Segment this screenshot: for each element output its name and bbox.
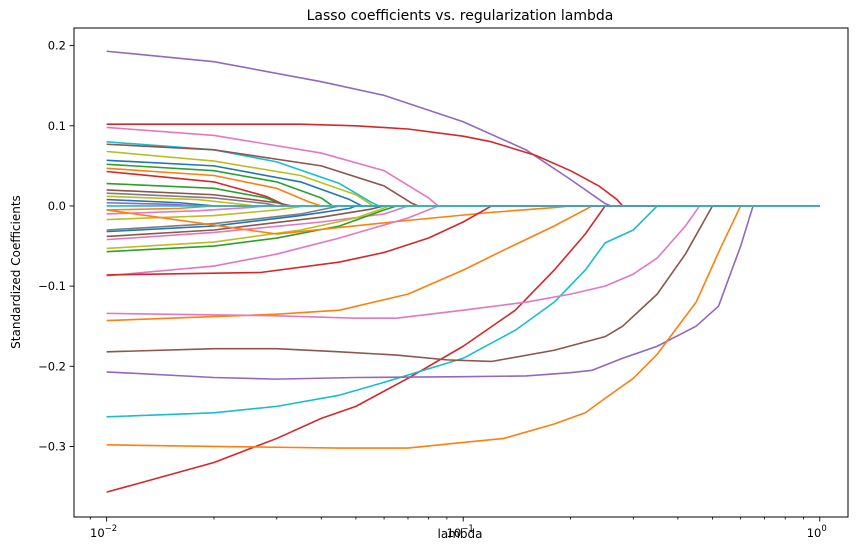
series-line-19 xyxy=(106,205,820,221)
plot-frame xyxy=(73,27,849,518)
x-axis-label: lambda xyxy=(438,527,483,541)
series-line-18 xyxy=(106,205,820,215)
y-tick-label-1: 0.2 xyxy=(48,39,66,53)
series-line-1 xyxy=(106,50,820,207)
y-tick-label-5: −0.2 xyxy=(38,359,66,373)
series-line-7 xyxy=(106,159,820,207)
series-line-33 xyxy=(106,205,820,363)
series-line-8 xyxy=(106,163,820,207)
series-line-29 xyxy=(106,205,820,276)
series-line-32 xyxy=(106,205,820,319)
series-line-25 xyxy=(106,205,820,250)
y-tick-label-2: 0.1 xyxy=(48,119,66,133)
y-tick-label-4: −0.1 xyxy=(38,279,66,293)
x-tick-exponent: 0 xyxy=(821,524,826,534)
series-layer xyxy=(106,50,820,493)
chart-title: Lasso coefficients vs. regularization la… xyxy=(307,8,614,24)
series-line-31 xyxy=(106,205,820,418)
series-line-34 xyxy=(106,205,820,380)
series-line-9 xyxy=(106,167,820,207)
y-axis-label: Standardized Coefficients xyxy=(9,195,23,349)
series-line-30 xyxy=(106,205,820,493)
series-line-2 xyxy=(106,123,820,207)
series-line-4 xyxy=(106,141,820,207)
y-tick-label-3: 0.0 xyxy=(48,199,66,213)
series-line-35 xyxy=(106,205,820,449)
x-tick-label-3: 100 xyxy=(807,524,827,540)
x-tick-exponent: −2 xyxy=(105,524,118,534)
y-tick-label-6: −0.3 xyxy=(38,439,66,453)
x-tick-label-1: 10−2 xyxy=(90,524,117,540)
series-line-24 xyxy=(106,205,820,253)
x-tick-exponent: −1 xyxy=(461,524,474,534)
y-axis: 0.2 0.1 0.0 −0.1 −0.2 −0.3 xyxy=(38,39,74,453)
